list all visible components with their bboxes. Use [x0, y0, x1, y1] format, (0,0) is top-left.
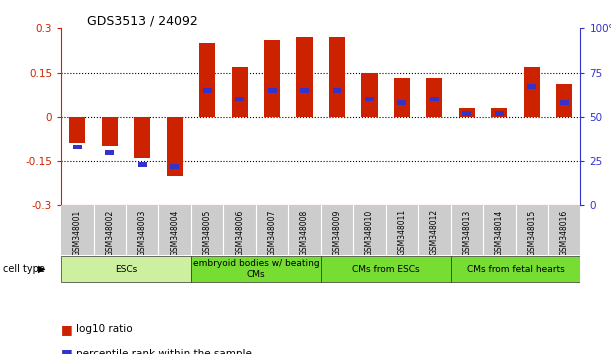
Text: GSM348003: GSM348003 — [137, 209, 147, 256]
Text: CMs from ESCs: CMs from ESCs — [352, 264, 420, 274]
Text: GSM348009: GSM348009 — [332, 209, 342, 256]
Text: percentile rank within the sample: percentile rank within the sample — [76, 349, 252, 354]
Text: embryoid bodies w/ beating
CMs: embryoid bodies w/ beating CMs — [192, 259, 319, 279]
Bar — [527, 84, 536, 89]
Text: GSM348014: GSM348014 — [495, 209, 504, 256]
Bar — [191, 256, 321, 282]
Bar — [105, 150, 114, 155]
Text: GSM348013: GSM348013 — [463, 209, 471, 256]
Text: GSM348007: GSM348007 — [268, 209, 277, 256]
Bar — [463, 111, 471, 116]
Bar — [459, 108, 475, 117]
Bar — [61, 256, 191, 282]
Text: GSM348011: GSM348011 — [397, 209, 406, 255]
Bar — [365, 97, 374, 102]
Bar — [495, 111, 503, 116]
Text: ■: ■ — [61, 323, 73, 336]
Bar — [73, 144, 82, 149]
Bar — [361, 73, 378, 117]
Text: CMs from fetal hearts: CMs from fetal hearts — [467, 264, 565, 274]
Bar — [394, 79, 410, 117]
Text: ■: ■ — [61, 348, 73, 354]
Bar — [170, 164, 179, 169]
Text: GDS3513 / 24092: GDS3513 / 24092 — [87, 14, 198, 27]
Bar — [329, 37, 345, 117]
Text: GSM348008: GSM348008 — [300, 209, 309, 256]
Bar — [268, 88, 277, 93]
Text: ESCs: ESCs — [115, 264, 137, 274]
Text: GSM348016: GSM348016 — [560, 209, 569, 256]
Bar — [332, 88, 342, 93]
Text: GSM348012: GSM348012 — [430, 209, 439, 255]
Bar — [264, 40, 280, 117]
Bar — [296, 37, 313, 117]
Text: log10 ratio: log10 ratio — [76, 324, 133, 334]
Bar — [426, 79, 442, 117]
Bar — [491, 108, 507, 117]
Bar — [69, 117, 86, 143]
Text: GSM348002: GSM348002 — [105, 209, 114, 256]
Text: GSM348015: GSM348015 — [527, 209, 536, 256]
Bar — [560, 100, 569, 105]
Text: GSM348006: GSM348006 — [235, 209, 244, 256]
Bar — [232, 67, 247, 117]
Text: GSM348005: GSM348005 — [203, 209, 211, 256]
Bar — [300, 88, 309, 93]
Bar — [235, 97, 244, 102]
Bar — [203, 88, 211, 93]
Bar — [167, 117, 183, 176]
Bar — [524, 67, 540, 117]
Bar — [321, 256, 450, 282]
Bar — [556, 84, 573, 117]
Bar — [134, 117, 150, 158]
Bar — [450, 256, 580, 282]
Bar — [101, 117, 118, 146]
Bar — [398, 100, 406, 105]
Text: GSM348010: GSM348010 — [365, 209, 374, 256]
Bar — [138, 162, 147, 167]
Bar — [430, 97, 439, 102]
Text: ▶: ▶ — [38, 264, 46, 274]
Bar — [199, 43, 215, 117]
Text: GSM348004: GSM348004 — [170, 209, 179, 256]
Text: cell type: cell type — [3, 264, 45, 274]
Text: GSM348001: GSM348001 — [73, 209, 82, 256]
